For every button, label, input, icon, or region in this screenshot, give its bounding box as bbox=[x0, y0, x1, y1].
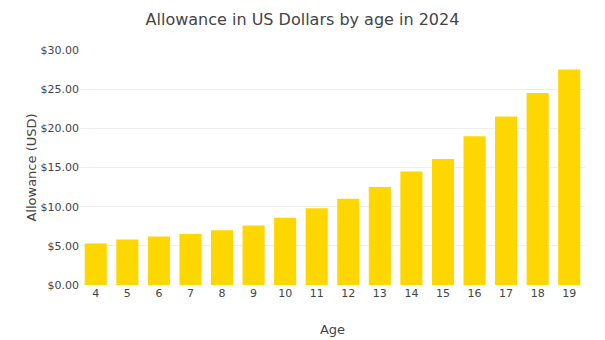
svg-text:16: 16 bbox=[468, 287, 482, 300]
svg-text:8: 8 bbox=[219, 287, 226, 300]
svg-text:$10.00: $10.00 bbox=[41, 201, 80, 214]
svg-text:11: 11 bbox=[310, 287, 324, 300]
svg-text:12: 12 bbox=[341, 287, 355, 300]
svg-text:19: 19 bbox=[562, 287, 576, 300]
svg-text:6: 6 bbox=[155, 287, 162, 300]
svg-text:$0.00: $0.00 bbox=[48, 279, 80, 292]
svg-text:9: 9 bbox=[250, 287, 257, 300]
svg-text:$20.00: $20.00 bbox=[41, 122, 80, 135]
svg-text:$5.00: $5.00 bbox=[48, 240, 80, 253]
svg-text:$25.00: $25.00 bbox=[41, 83, 80, 96]
svg-text:14: 14 bbox=[404, 287, 418, 300]
svg-text:17: 17 bbox=[499, 287, 513, 300]
svg-text:7: 7 bbox=[187, 287, 194, 300]
svg-text:4: 4 bbox=[92, 287, 99, 300]
svg-text:Age: Age bbox=[320, 322, 345, 337]
svg-text:15: 15 bbox=[436, 287, 450, 300]
svg-text:13: 13 bbox=[373, 287, 387, 300]
svg-text:Allowance in US Dollars by age: Allowance in US Dollars by age in 2024 bbox=[146, 10, 460, 29]
svg-text:Allowance (USD): Allowance (USD) bbox=[24, 113, 39, 221]
svg-text:10: 10 bbox=[278, 287, 292, 300]
svg-text:$30.00: $30.00 bbox=[41, 44, 80, 57]
svg-text:18: 18 bbox=[531, 287, 545, 300]
svg-text:$15.00: $15.00 bbox=[41, 161, 80, 174]
svg-text:5: 5 bbox=[124, 287, 131, 300]
